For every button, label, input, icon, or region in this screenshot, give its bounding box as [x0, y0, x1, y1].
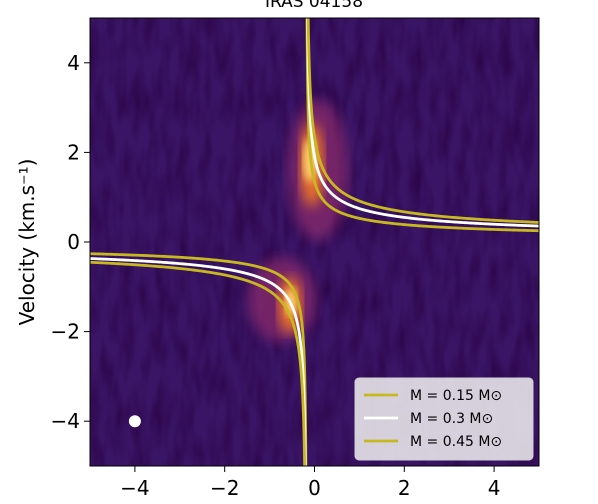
x-tick-label: 2 — [398, 476, 411, 500]
curve-redshifted-m0p3 — [306, 18, 539, 228]
legend-label: M = 0.15 M⊙ — [410, 388, 502, 404]
x-tick-label: 4 — [488, 476, 501, 500]
legend-label: M = 0.3 M⊙ — [410, 411, 493, 427]
curve-redshifted-m0p45 — [306, 18, 539, 224]
y-tick-label: 4 — [67, 51, 80, 75]
y-axis-label: Velocity (km.s⁻¹) — [15, 159, 39, 326]
intensity-map — [90, 18, 539, 466]
curve-blueshifted-m0p3 — [90, 257, 307, 466]
legend-box — [354, 377, 534, 461]
x-tick-label: −2 — [210, 476, 239, 500]
legend: M = 0.15 M⊙ M = 0.3 M⊙ M = 0.45 M⊙ — [354, 377, 534, 461]
legend-items: M = 0.15 M⊙ M = 0.3 M⊙ M = 0.45 M⊙ — [364, 388, 502, 450]
x-tick-label: 0 — [308, 476, 321, 500]
x-axis: −4 −2 0 2 4 — [120, 466, 500, 500]
y-tick-label: −2 — [51, 320, 80, 344]
y-axis: 4 2 0 −2 −4 — [51, 51, 90, 433]
y-tick-label: −4 — [51, 409, 80, 433]
chart-title: IRAS 04158 — [265, 0, 363, 12]
y-tick-label: 0 — [67, 230, 80, 254]
keplerian-curves — [90, 18, 539, 466]
legend-label: M = 0.45 M⊙ — [410, 434, 502, 450]
x-tick-label: −4 — [120, 476, 149, 500]
curve-redshifted-m0p15 — [305, 18, 539, 233]
beam-marker — [128, 415, 141, 428]
y-tick-label: 2 — [67, 140, 80, 164]
curve-blueshifted-m0p45 — [90, 260, 307, 466]
curve-blueshifted-m0p15 — [90, 252, 308, 466]
